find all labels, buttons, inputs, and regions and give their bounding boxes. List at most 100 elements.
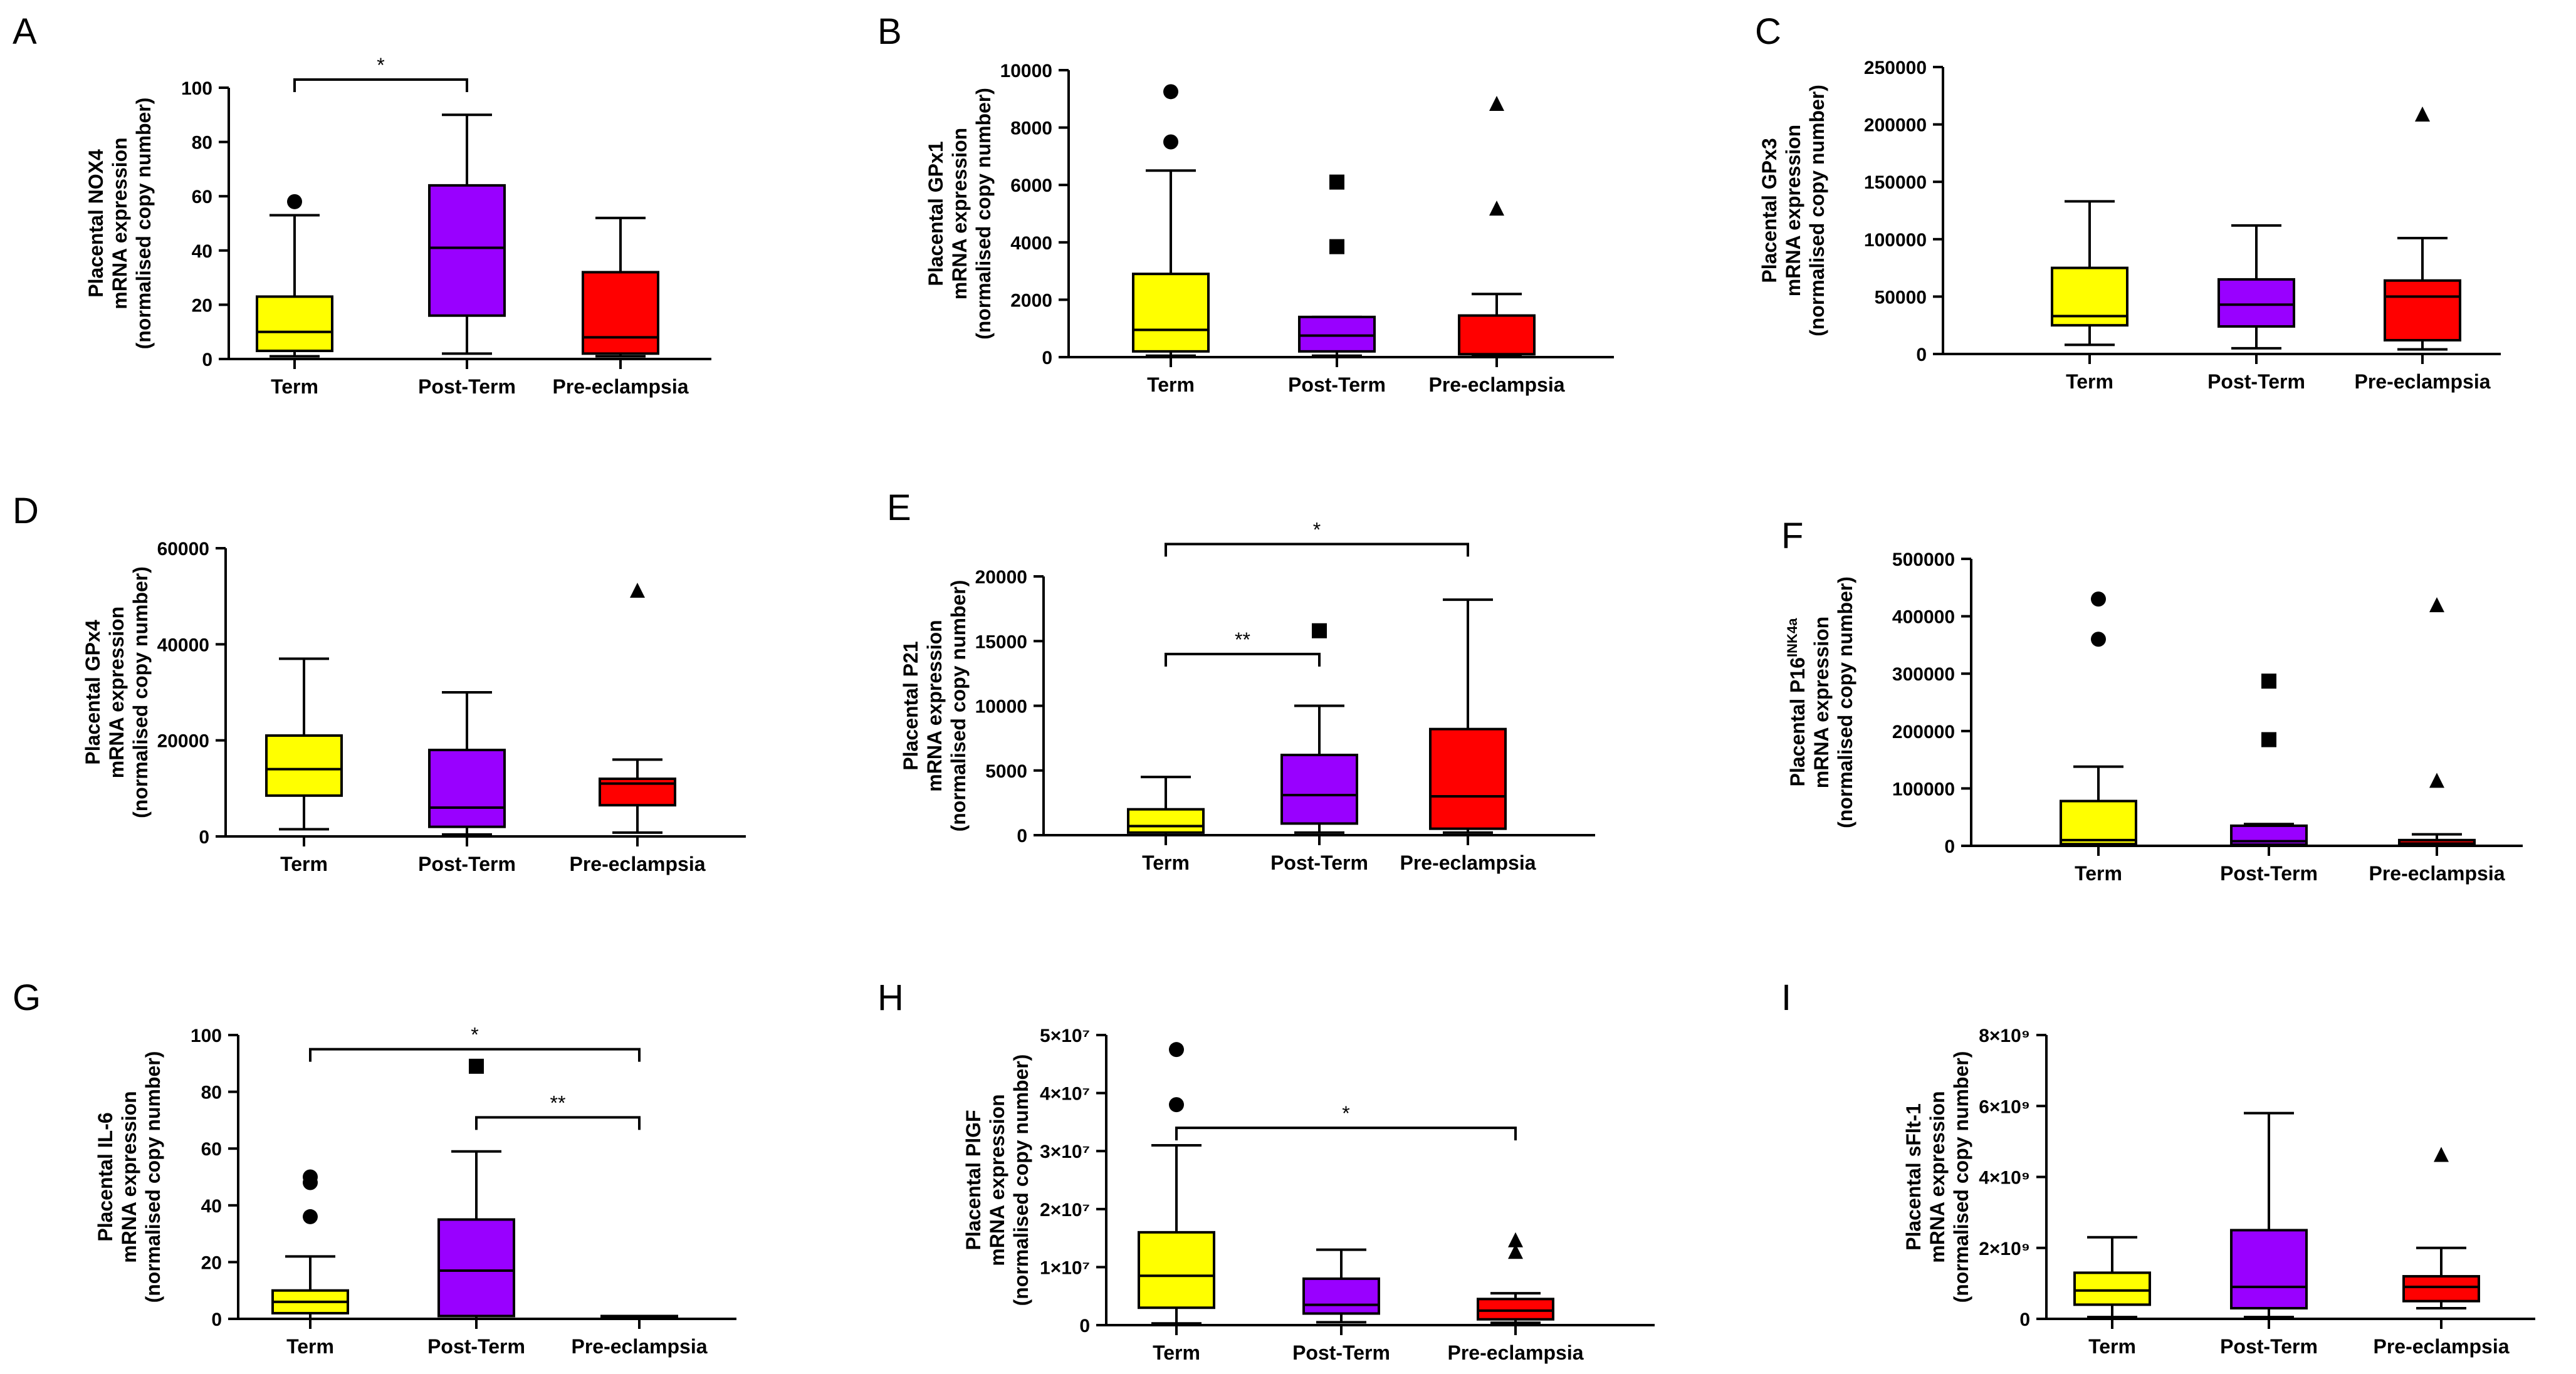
significance-bracket	[293, 78, 468, 93]
box-term	[2073, 1271, 2151, 1306]
outlier-point	[303, 1169, 318, 1185]
box-term	[1132, 273, 1210, 353]
y-axis-label-line: (normalised copy number)	[1806, 85, 1828, 336]
y-tick-label: 80	[201, 1083, 222, 1103]
x-tick-label: Term	[2075, 862, 2122, 885]
y-axis-label-line: Placental NOX4	[85, 149, 107, 298]
outlier-point	[2415, 106, 2430, 122]
outlier-point	[2429, 773, 2444, 788]
y-axis-label: Placental IL-6mRNA expression(normalised…	[94, 1051, 164, 1303]
panel-c: C Placental GPx3mRNA expression(normalise…	[1755, 11, 2501, 393]
y-axis-label-line: mRNA expression	[1810, 617, 1833, 788]
x-tick-label: Pre-eclampsia	[1447, 1341, 1583, 1364]
y-tick-label: 60	[192, 187, 212, 207]
y-tick-label: 150000	[1864, 172, 1927, 193]
box-term	[2060, 799, 2137, 846]
panel-letter: I	[1781, 977, 1791, 1018]
y-tick-label: 20000	[975, 567, 1027, 588]
box-pre-eclampsia	[2384, 279, 2461, 342]
x-tick-label: Term	[1147, 373, 1195, 396]
y-axis-label: Placental sFlt-1mRNA expression(normalis…	[1902, 1051, 1972, 1303]
y-tick-label: 5000	[985, 761, 1027, 782]
significance-label: *	[1342, 1102, 1349, 1125]
y-tick-label: 40	[192, 241, 212, 262]
y-axis-label-line: Placental P16INK4a	[1784, 618, 1809, 786]
x-tick-label: Pre-eclampsia	[2373, 1335, 2509, 1358]
y-tick-label: 10000	[975, 697, 1027, 717]
y-tick-label: 200000	[1892, 722, 1955, 742]
x-tick-label: Post-Term	[2220, 1335, 2318, 1358]
panel-letter: C	[1755, 11, 1781, 52]
y-tick-label: 2×10⁹	[1979, 1239, 2030, 1259]
y-axis-label-line: (normalised copy number)	[947, 580, 970, 832]
panel-h: H Placental PlGFmRNA expression(normalise…	[877, 977, 1655, 1364]
box-pre-eclampsia	[2402, 1275, 2480, 1303]
y-tick-label: 6×10⁹	[1979, 1096, 2030, 1117]
y-tick-label: 0	[1944, 836, 1955, 857]
outlier-point	[1489, 200, 1504, 216]
box-post-term	[2217, 278, 2295, 328]
box-term	[256, 295, 333, 353]
y-axis-label-line: mRNA expression	[1782, 125, 1804, 296]
y-tick-label: 250000	[1864, 58, 1927, 78]
outlier-point	[1329, 174, 1344, 190]
y-tick-label: 80	[192, 133, 212, 154]
y-axis-label-line: mRNA expression	[105, 606, 128, 778]
panel-g: G Placental IL-6mRNA expression(normalise…	[13, 977, 736, 1358]
x-tick-label: Post-Term	[2207, 370, 2305, 393]
outlier-point	[469, 1058, 484, 1074]
y-axis-label: Placental NOX4mRNA expression(normalised…	[85, 98, 155, 350]
y-tick-label: 8000	[1010, 118, 1052, 139]
outlier-point	[2261, 674, 2276, 689]
outlier-point	[2429, 597, 2444, 613]
x-tick-label: Pre-eclampsia	[2369, 862, 2505, 885]
outlier-point	[2091, 591, 2106, 607]
y-tick-label: 0	[202, 350, 212, 370]
y-tick-label: 20	[192, 295, 212, 316]
x-tick-label: Pre-eclampsia	[552, 375, 688, 398]
panel-b: B Placental GPx1mRNA expression(normalise…	[877, 11, 1614, 396]
box-term	[1127, 808, 1205, 834]
x-tick-label: Post-Term	[1288, 373, 1386, 396]
box-pre-eclampsia	[1429, 727, 1507, 830]
panel-letter: E	[887, 487, 911, 528]
y-tick-label: 100000	[1892, 779, 1955, 799]
significance-bracket	[309, 1048, 641, 1062]
panel-letter: F	[1781, 516, 1803, 556]
outlier-point	[1163, 84, 1178, 100]
x-tick-label: Post-Term	[2220, 862, 2318, 885]
outlier-point	[1508, 1244, 1523, 1259]
y-axis-label-line: Placental sFlt-1	[1902, 1103, 1925, 1251]
panel-a: A Placental NOX4mRNA expression(normalise…	[13, 11, 711, 398]
outlier-point	[1169, 1097, 1184, 1113]
y-axis-label-line: Placental GPx1	[924, 141, 947, 286]
significance-label: *	[1313, 518, 1321, 541]
panel-i: I Placental sFlt-1mRNA expression(normali…	[1781, 977, 2535, 1358]
significance-label: *	[471, 1024, 478, 1046]
y-tick-label: 60000	[157, 539, 209, 559]
y-tick-label: 2×10⁷	[1040, 1200, 1090, 1220]
y-tick-label: 100	[191, 1026, 222, 1046]
y-tick-label: 100	[181, 78, 212, 99]
y-axis-label-line: Placental IL-6	[94, 1112, 117, 1241]
y-axis-label-line: mRNA expression	[108, 137, 131, 309]
y-tick-label: 1×10⁷	[1040, 1257, 1090, 1278]
y-axis-label-line: (normalised copy number)	[1950, 1051, 1972, 1303]
panel-letter: H	[877, 977, 904, 1018]
outlier-point	[2261, 732, 2276, 747]
box-post-term	[2230, 1229, 2308, 1310]
x-tick-label: Post-Term	[427, 1335, 525, 1358]
y-tick-label: 0	[199, 827, 209, 848]
y-tick-label: 4000	[1010, 233, 1052, 254]
y-axis-label: Placental PlGFmRNA expression(normalised…	[962, 1054, 1032, 1306]
significance-bracket	[1165, 543, 1469, 557]
y-tick-label: 6000	[1010, 175, 1052, 196]
y-axis-label-line: mRNA expression	[1926, 1091, 1949, 1262]
panel-letter: B	[877, 11, 902, 52]
significance-label: **	[550, 1091, 566, 1114]
x-tick-label: Term	[286, 1335, 334, 1358]
y-axis-label-line: (normalised copy number)	[972, 88, 995, 340]
x-tick-label: Post-Term	[418, 853, 516, 875]
y-axis-label-line: mRNA expression	[948, 128, 971, 299]
outlier-point	[1489, 95, 1504, 111]
